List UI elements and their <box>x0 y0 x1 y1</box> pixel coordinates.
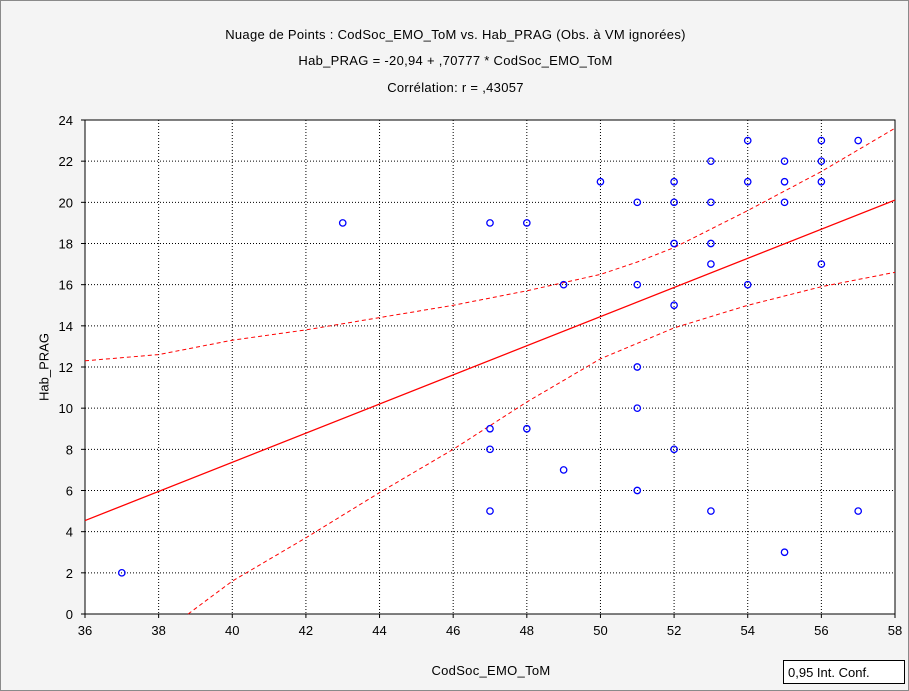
data-point <box>780 177 789 186</box>
data-point <box>817 177 826 186</box>
data-point <box>117 568 126 577</box>
data-point <box>633 404 642 413</box>
data-point <box>670 445 678 454</box>
x-tick-label: 42 <box>299 623 313 638</box>
y-tick-label: 6 <box>66 484 73 499</box>
data-point <box>670 301 678 310</box>
data-point <box>817 136 826 145</box>
data-point <box>486 445 494 454</box>
y-tick-label: 8 <box>66 442 73 457</box>
x-axis-label: CodSoc_EMO_ToM <box>431 663 551 678</box>
data-point <box>743 280 752 289</box>
data-point <box>780 198 789 207</box>
data-point <box>633 363 642 371</box>
data-point <box>780 157 789 166</box>
x-tick-label: 40 <box>225 623 239 638</box>
data-point <box>559 280 568 289</box>
data-point <box>486 219 494 227</box>
regression-equation: Hab_PRAG = -20,94 + ,70777 * CodSoc_EMO_… <box>298 53 613 68</box>
data-point <box>486 507 494 515</box>
data-point <box>743 177 752 186</box>
data-points <box>117 136 863 577</box>
y-tick-label: 20 <box>59 195 73 210</box>
data-point <box>780 548 789 557</box>
x-tick-label: 48 <box>520 623 534 638</box>
y-tick-label: 16 <box>59 278 73 293</box>
data-point <box>670 239 678 248</box>
x-tick-label: 38 <box>151 623 165 638</box>
x-tick-label: 52 <box>667 623 681 638</box>
data-point <box>486 424 494 433</box>
data-point <box>338 219 347 227</box>
x-tick-label: 50 <box>593 623 607 638</box>
regression-line <box>84 199 896 522</box>
ci-lower-band <box>187 271 896 615</box>
x-tick-label: 44 <box>372 623 386 638</box>
y-tick-label: 12 <box>59 360 73 375</box>
data-point <box>817 157 826 166</box>
data-point <box>633 486 642 495</box>
x-tick-label: 56 <box>814 623 828 638</box>
data-point <box>854 507 863 515</box>
confidence-legend: 0,95 Int. Conf. <box>783 660 905 684</box>
data-point <box>707 239 715 248</box>
x-tick-label: 54 <box>740 623 754 638</box>
x-tick-labels: 36 38 40 42 44 46 48 50 52 54 56 58 <box>78 614 902 638</box>
data-point <box>596 177 605 186</box>
data-point <box>670 177 678 186</box>
data-point <box>817 260 826 268</box>
data-point <box>633 280 642 289</box>
confidence-bands <box>84 127 896 615</box>
data-point <box>522 424 531 433</box>
data-point <box>707 157 715 166</box>
data-point <box>854 136 863 145</box>
y-tick-label: 24 <box>59 113 73 128</box>
y-tick-label: 0 <box>66 607 73 622</box>
data-point <box>559 466 568 474</box>
regression-line-group <box>84 199 896 522</box>
data-point <box>522 219 531 227</box>
x-tick-label: 46 <box>446 623 460 638</box>
y-tick-label: 18 <box>59 237 73 252</box>
data-point <box>670 198 678 207</box>
y-tick-label: 22 <box>59 154 73 169</box>
data-point <box>743 136 752 145</box>
x-tick-label: 58 <box>888 623 902 638</box>
data-point <box>633 198 642 207</box>
data-point <box>707 507 715 515</box>
ci-upper-band <box>84 127 896 362</box>
data-point <box>707 198 715 207</box>
gridlines <box>85 120 895 614</box>
data-point <box>707 260 715 268</box>
y-tick-label: 10 <box>59 401 73 416</box>
correlation-label: Corrélation: r = ,43057 <box>387 80 524 95</box>
chart-title: Nuage de Points : CodSoc_EMO_ToM vs. Hab… <box>225 27 686 42</box>
y-tick-label: 4 <box>66 525 73 540</box>
y-tick-label: 14 <box>59 319 73 334</box>
x-tick-label: 36 <box>78 623 92 638</box>
y-axis-label: Hab_PRAG <box>36 333 52 401</box>
y-tick-label: 2 <box>66 566 73 581</box>
